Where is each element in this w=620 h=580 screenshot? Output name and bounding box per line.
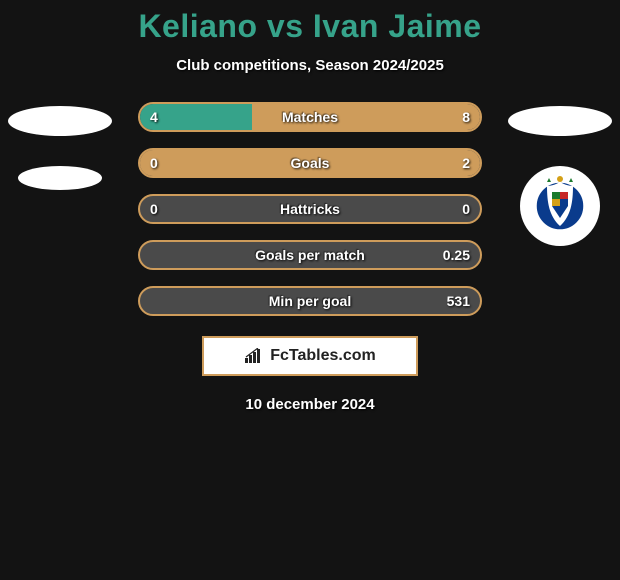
player-left-avatar xyxy=(8,106,112,136)
stat-label: Goals xyxy=(140,155,480,171)
stat-value-right: 531 xyxy=(447,293,470,309)
stat-value-right: 0.25 xyxy=(443,247,470,263)
stat-value-right: 8 xyxy=(462,109,470,125)
stat-value-right: 2 xyxy=(462,155,470,171)
stat-row-min-per-goal: Min per goal 531 xyxy=(138,286,482,316)
stat-value-right: 0 xyxy=(462,201,470,217)
stat-row-goals: 0 Goals 2 xyxy=(138,148,482,178)
subtitle: Club competitions, Season 2024/2025 xyxy=(0,57,620,74)
stat-label: Matches xyxy=(140,109,480,125)
bar-chart-icon xyxy=(244,348,264,364)
brand-attribution[interactable]: FcTables.com xyxy=(202,336,418,376)
brand-label: FcTables.com xyxy=(270,347,376,365)
stat-row-hattricks: 0 Hattricks 0 xyxy=(138,194,482,224)
fc-porto-crest-icon xyxy=(535,176,585,236)
player-right-column xyxy=(500,102,620,246)
player-right-club-badge xyxy=(520,166,600,246)
stat-label: Hattricks xyxy=(140,201,480,217)
player-right-avatar xyxy=(508,106,612,136)
stat-label: Min per goal xyxy=(140,293,480,309)
player-left-column xyxy=(0,102,120,190)
stat-row-matches: 4 Matches 8 xyxy=(138,102,482,132)
date-caption: 10 december 2024 xyxy=(0,396,620,413)
stat-label: Goals per match xyxy=(140,247,480,263)
player-left-club-badge xyxy=(18,166,102,190)
stat-bars: 4 Matches 8 0 Goals 2 0 Hattricks 0 Goal… xyxy=(138,102,482,316)
comparison-panel: 4 Matches 8 0 Goals 2 0 Hattricks 0 Goal… xyxy=(0,102,620,413)
page-title: Keliano vs Ivan Jaime xyxy=(0,0,620,45)
stat-row-goals-per-match: Goals per match 0.25 xyxy=(138,240,482,270)
